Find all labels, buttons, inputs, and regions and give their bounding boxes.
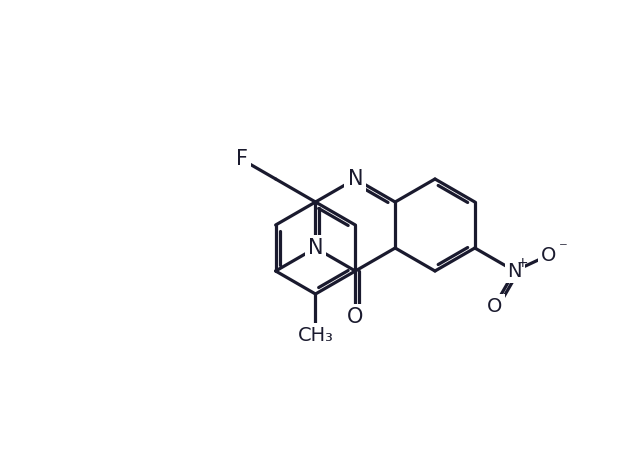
Text: +: + <box>517 256 529 270</box>
Text: O: O <box>347 307 364 327</box>
Text: N: N <box>308 238 323 258</box>
Text: CH₃: CH₃ <box>298 326 333 345</box>
Text: F: F <box>236 149 248 170</box>
Text: O: O <box>541 245 557 265</box>
Text: N: N <box>508 261 522 281</box>
Text: ⁻: ⁻ <box>559 239 567 257</box>
Text: N: N <box>348 169 363 189</box>
Text: O: O <box>487 297 502 315</box>
